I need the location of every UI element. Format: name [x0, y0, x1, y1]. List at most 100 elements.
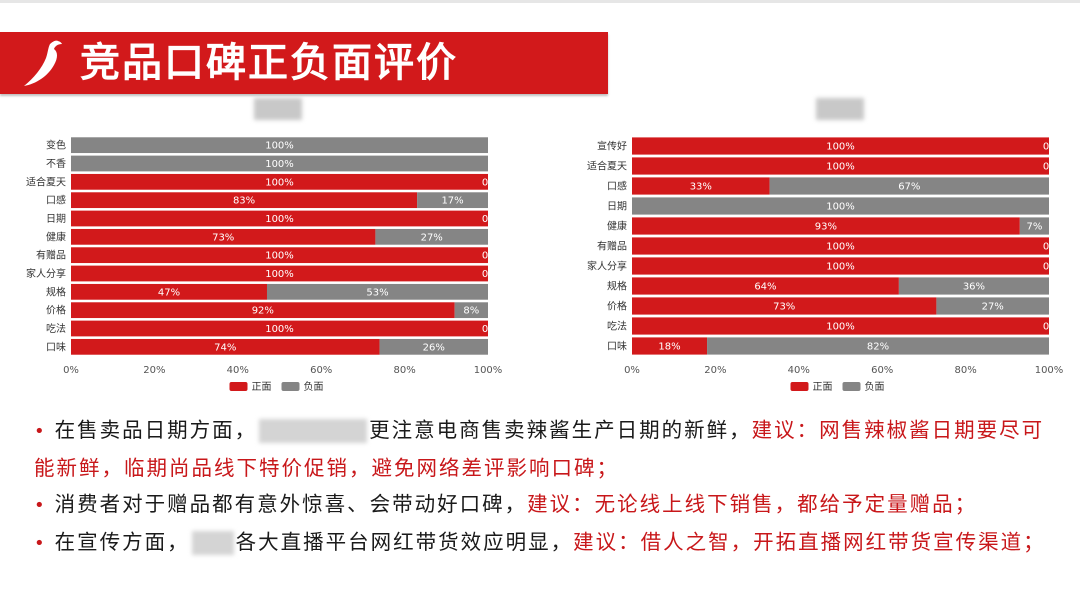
x-tick-label: 60% — [310, 365, 332, 376]
bullet-1-text-a: 在售卖品日期方面， — [54, 418, 258, 442]
data-label-negative: 7% — [1026, 222, 1042, 233]
title-banner: 竞品口碑正负面评价 — [0, 32, 608, 94]
bar-negative — [71, 137, 488, 154]
category-label: 家人分享 — [587, 260, 627, 273]
data-label-negative: 0 — [1043, 322, 1049, 333]
top-border — [0, 0, 1080, 3]
chili-pepper-icon — [24, 40, 62, 86]
bar-negative — [266, 283, 488, 300]
bar-negative — [379, 338, 488, 355]
legend-swatch-positive — [790, 382, 809, 391]
data-label-negative: 0 — [1043, 142, 1049, 153]
bar-positive — [71, 247, 488, 264]
bar-positive — [632, 317, 1049, 335]
bar-negative — [417, 192, 488, 209]
category-label: 日期 — [46, 213, 66, 225]
data-label-negative: 0 — [1043, 242, 1049, 253]
x-tick-label: 0% — [624, 365, 640, 376]
bullet-2-text-a: 消费者对于赠品都有意外惊喜、会带动好口碑， — [54, 492, 528, 516]
bullet-2-suggestion: 建议：无论线上线下销售，都给予定量赠品； — [527, 492, 978, 516]
bar-positive — [632, 157, 1049, 175]
data-label-positive: 73% — [212, 232, 234, 243]
bar-negative — [454, 302, 488, 319]
category-label: 变色 — [46, 139, 66, 152]
category-label: 不香 — [46, 158, 66, 170]
legend-swatch-negative — [281, 382, 300, 391]
legend-label-positive: 正面 — [252, 382, 272, 393]
data-label-positive: 74% — [214, 342, 236, 353]
x-tick-label: 100% — [1035, 365, 1064, 376]
bullet-dot: • — [34, 421, 47, 442]
data-label-positive: 64% — [754, 282, 776, 293]
category-label: 吃法 — [607, 320, 627, 333]
category-label: 口味 — [46, 341, 66, 353]
data-label-negative: 27% — [982, 302, 1004, 313]
bar-negative — [707, 337, 1049, 355]
bar-negative — [898, 277, 1049, 295]
bar-positive — [71, 210, 488, 227]
insight-bullets: • 在售卖品日期方面， 更注意电商售卖辣酱生产日期的新鲜，建议：网售辣椒酱日期要尽可… — [34, 412, 1054, 562]
data-label-positive: 92% — [252, 306, 274, 317]
data-label-negative: 0 — [1043, 262, 1049, 273]
data-label-positive: 100% — [826, 242, 855, 253]
data-label-positive: 100% — [265, 214, 294, 225]
data-label-negative: 36% — [963, 282, 985, 293]
category-label: 规格 — [607, 280, 627, 293]
category-label: 吃法 — [46, 322, 66, 335]
category-label: 规格 — [46, 285, 66, 298]
data-label-positive: 100% — [265, 251, 294, 262]
category-label: 适合夏天 — [26, 175, 66, 188]
bar-positive — [632, 277, 899, 295]
data-label-positive: 33% — [690, 182, 712, 193]
data-label-positive: 83% — [233, 196, 255, 207]
data-label-positive: 47% — [158, 287, 180, 298]
category-label: 价格 — [46, 304, 66, 317]
bullet-dot: • — [34, 533, 47, 554]
data-label-negative: 26% — [423, 342, 445, 353]
data-label-negative: 0 — [482, 177, 488, 188]
legend-label-positive: 正面 — [813, 382, 833, 393]
data-label-negative: 0 — [482, 324, 488, 335]
category-label: 适合夏天 — [587, 160, 627, 173]
bullet-2: • 消费者对于赠品都有意外惊喜、会带动好口碑，建议：无论线上线下销售，都给予定量赠… — [34, 486, 1054, 524]
bar-negative — [632, 197, 1049, 215]
data-label-negative: 0 — [1043, 162, 1049, 173]
bar-positive — [71, 173, 488, 190]
bullet-dot: • — [34, 495, 47, 516]
bar-positive — [71, 338, 380, 355]
bullet-3-text-b: 各大直播平台网红带货效应明显， — [235, 530, 574, 554]
bar-positive — [71, 265, 488, 282]
bar-positive — [632, 137, 1049, 155]
bullet-1-suggestion: 建议：网售辣椒酱日期要尽可能新鲜，临期尚品线下特价促销，避免网络差评影响口碑； — [34, 418, 1045, 480]
data-label-positive: 100% — [265, 324, 294, 335]
data-label-positive: 100% — [265, 177, 294, 188]
legend-swatch-positive — [229, 382, 248, 391]
data-label-positive: 93% — [815, 222, 837, 233]
data-label-negative: 82% — [867, 342, 889, 353]
bar-negative — [375, 228, 488, 245]
data-label-positive: 100% — [826, 162, 855, 173]
slide-title: 竞品口碑正负面评价 — [80, 40, 458, 86]
data-label-positive: 100% — [265, 269, 294, 280]
x-tick-label: 20% — [704, 365, 726, 376]
x-tick-label: 40% — [227, 365, 249, 376]
bullet-1-text-b: 更注意电商售卖辣酱生产日期的新鲜， — [369, 418, 752, 442]
data-label-negative: 0 — [482, 214, 488, 225]
bar-positive — [71, 228, 376, 245]
data-label-negative: 0 — [482, 269, 488, 280]
category-label: 口味 — [607, 341, 627, 353]
category-label: 日期 — [607, 201, 627, 213]
data-label-negative: 8% — [463, 306, 479, 317]
data-label-positive: 18% — [658, 342, 680, 353]
data-label-negative: 0 — [482, 251, 488, 262]
x-tick-label: 20% — [143, 365, 165, 376]
category-label: 口感 — [46, 194, 66, 207]
bar-positive — [632, 297, 937, 315]
bar-positive — [632, 337, 708, 355]
bullet-3-suggestion: 建议：借人之智，开拓直播网红带货宣传渠道； — [573, 530, 1046, 554]
category-label: 价格 — [607, 300, 627, 313]
bullet-1: • 在售卖品日期方面， 更注意电商售卖辣酱生产日期的新鲜，建议：网售辣椒酱日期要尽可… — [34, 412, 1054, 486]
category-label: 口感 — [607, 180, 627, 193]
category-label: 有赠品 — [36, 249, 66, 262]
